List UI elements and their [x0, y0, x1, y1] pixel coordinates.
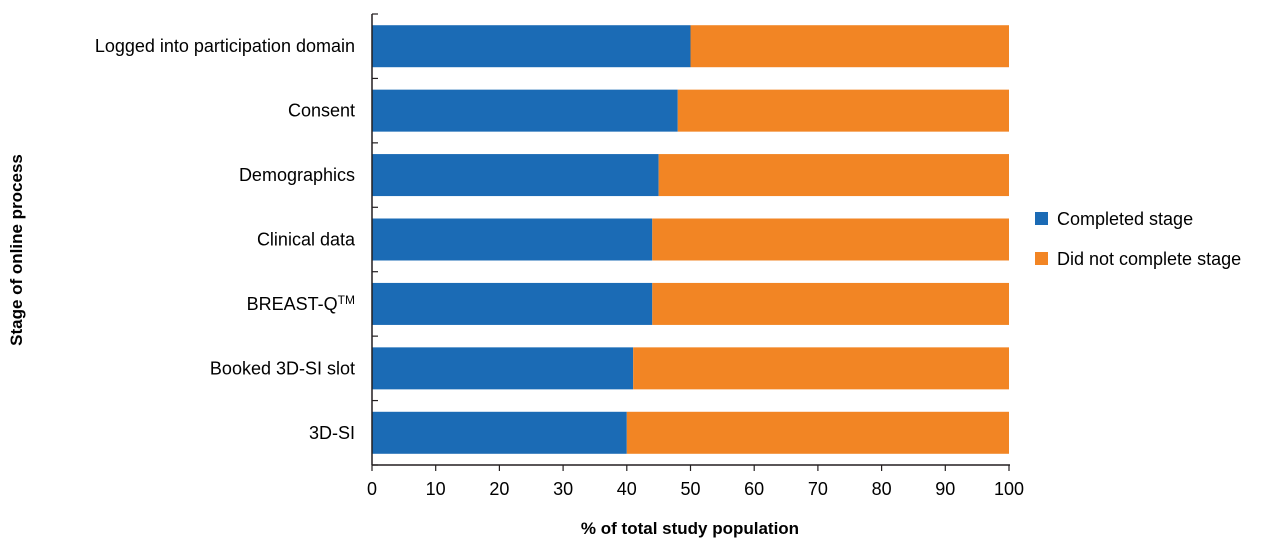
category-label-6: 3D-SI	[309, 423, 355, 443]
x-tick-label-9: 90	[935, 479, 955, 499]
x-tick-label-2: 20	[489, 479, 509, 499]
x-axis-title: % of total study population	[581, 519, 799, 538]
legend-swatch-completed	[1035, 212, 1048, 225]
category-labels-group: Logged into participation domain Consent D…	[95, 36, 356, 443]
bar-not-completed-5	[633, 347, 1009, 390]
bar-completed-6	[372, 411, 627, 454]
category-label-4: BREAST-QTM	[247, 293, 355, 314]
legend-swatch-not-completed	[1035, 252, 1048, 265]
bar-not-completed-6	[626, 411, 1009, 454]
bar-not-completed-2	[658, 154, 1009, 197]
bar-completed-5	[372, 347, 634, 390]
category-label-1: Consent	[288, 101, 355, 121]
y-axis-title: Stage of online process	[7, 154, 26, 346]
x-tick-label-7: 70	[808, 479, 828, 499]
bar-not-completed-4	[652, 282, 1009, 325]
bar-not-completed-3	[652, 218, 1009, 261]
bars-group	[372, 25, 1009, 454]
category-label-3: Clinical data	[257, 230, 356, 250]
bar-completed-2	[372, 154, 659, 197]
x-tick-label-4: 40	[617, 479, 637, 499]
x-tick-label-1: 10	[426, 479, 446, 499]
category-label-0: Logged into participation domain	[95, 36, 355, 56]
x-tick-label-6: 60	[744, 479, 764, 499]
bar-completed-3	[372, 218, 653, 261]
bar-not-completed-0	[690, 25, 1009, 68]
x-tick-label-10: 100	[994, 479, 1024, 499]
bar-completed-1	[372, 89, 678, 132]
legend: Completed stage Did not complete stage	[1035, 209, 1241, 269]
ticks-group: 0 10 20 30 40 50 60 70 80 90 100	[367, 13, 1024, 499]
bar-not-completed-1	[677, 89, 1009, 132]
x-tick-label-0: 0	[367, 479, 377, 499]
category-label-2: Demographics	[239, 165, 355, 185]
category-label-5: Booked 3D-SI slot	[210, 358, 355, 378]
x-tick-label-3: 30	[553, 479, 573, 499]
x-tick-label-8: 80	[872, 479, 892, 499]
x-tick-label-5: 50	[680, 479, 700, 499]
bar-completed-0	[372, 25, 691, 68]
legend-label-not-completed: Did not complete stage	[1057, 249, 1241, 269]
bar-completed-4	[372, 282, 653, 325]
legend-label-completed: Completed stage	[1057, 209, 1193, 229]
